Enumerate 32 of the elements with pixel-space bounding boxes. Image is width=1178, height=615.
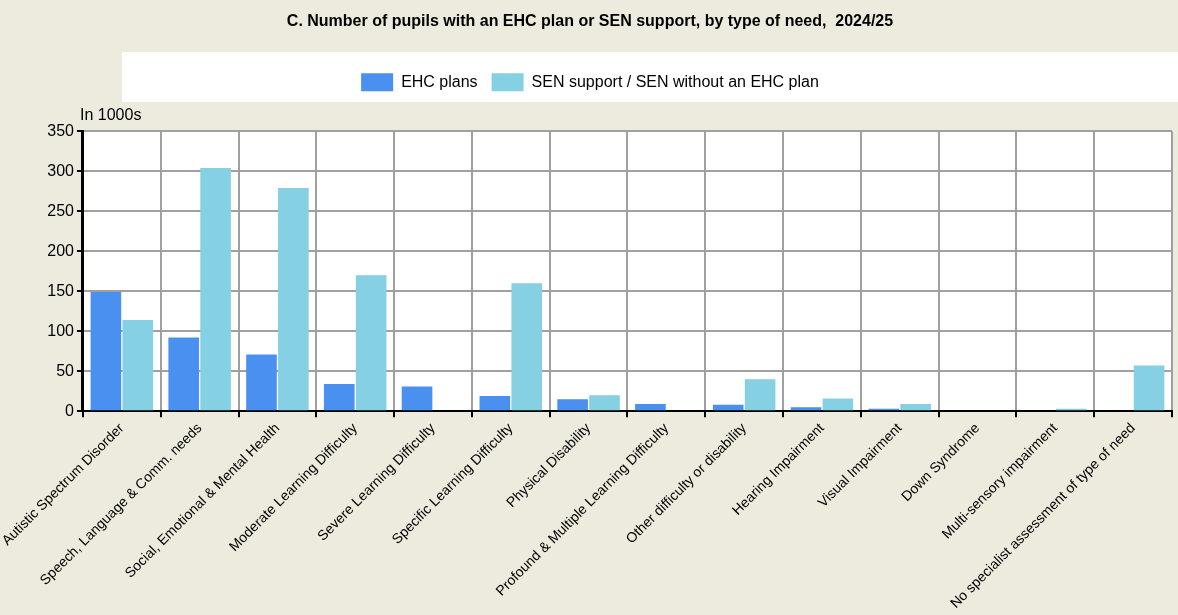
legend-label: EHC plans <box>401 72 478 90</box>
bar <box>635 403 666 411</box>
y-tick-label: 150 <box>47 281 75 299</box>
y-tick-label: 100 <box>47 321 75 339</box>
bar <box>712 404 744 411</box>
bar <box>744 379 776 411</box>
bar <box>589 395 620 411</box>
y-tick-label: 250 <box>47 201 75 219</box>
chart-title: C. Number of pupils with an EHC plan or SEN support, by type of need, 2024/25 <box>286 12 894 30</box>
y-tick-label: 0 <box>65 401 75 419</box>
bar <box>200 168 231 411</box>
bar <box>278 188 309 411</box>
bar <box>401 386 433 411</box>
bar <box>323 383 355 411</box>
y-axis-title: In 1000s <box>80 105 142 123</box>
bar <box>900 403 931 411</box>
y-tick-label: 50 <box>56 361 75 379</box>
y-tick-label: 300 <box>47 161 75 179</box>
bar <box>90 291 122 411</box>
bar <box>122 319 154 411</box>
bar <box>790 407 822 411</box>
bar <box>168 337 199 411</box>
y-tick-label: 350 <box>47 121 75 139</box>
bar <box>557 399 588 411</box>
y-tick-label: 200 <box>47 241 75 259</box>
bar <box>355 275 387 411</box>
legend-label: SEN support / SEN without an EHC plan <box>531 72 819 90</box>
bar <box>479 395 511 411</box>
bar <box>1133 365 1165 411</box>
bar <box>246 354 277 411</box>
bar <box>822 398 854 411</box>
bar <box>511 283 543 411</box>
